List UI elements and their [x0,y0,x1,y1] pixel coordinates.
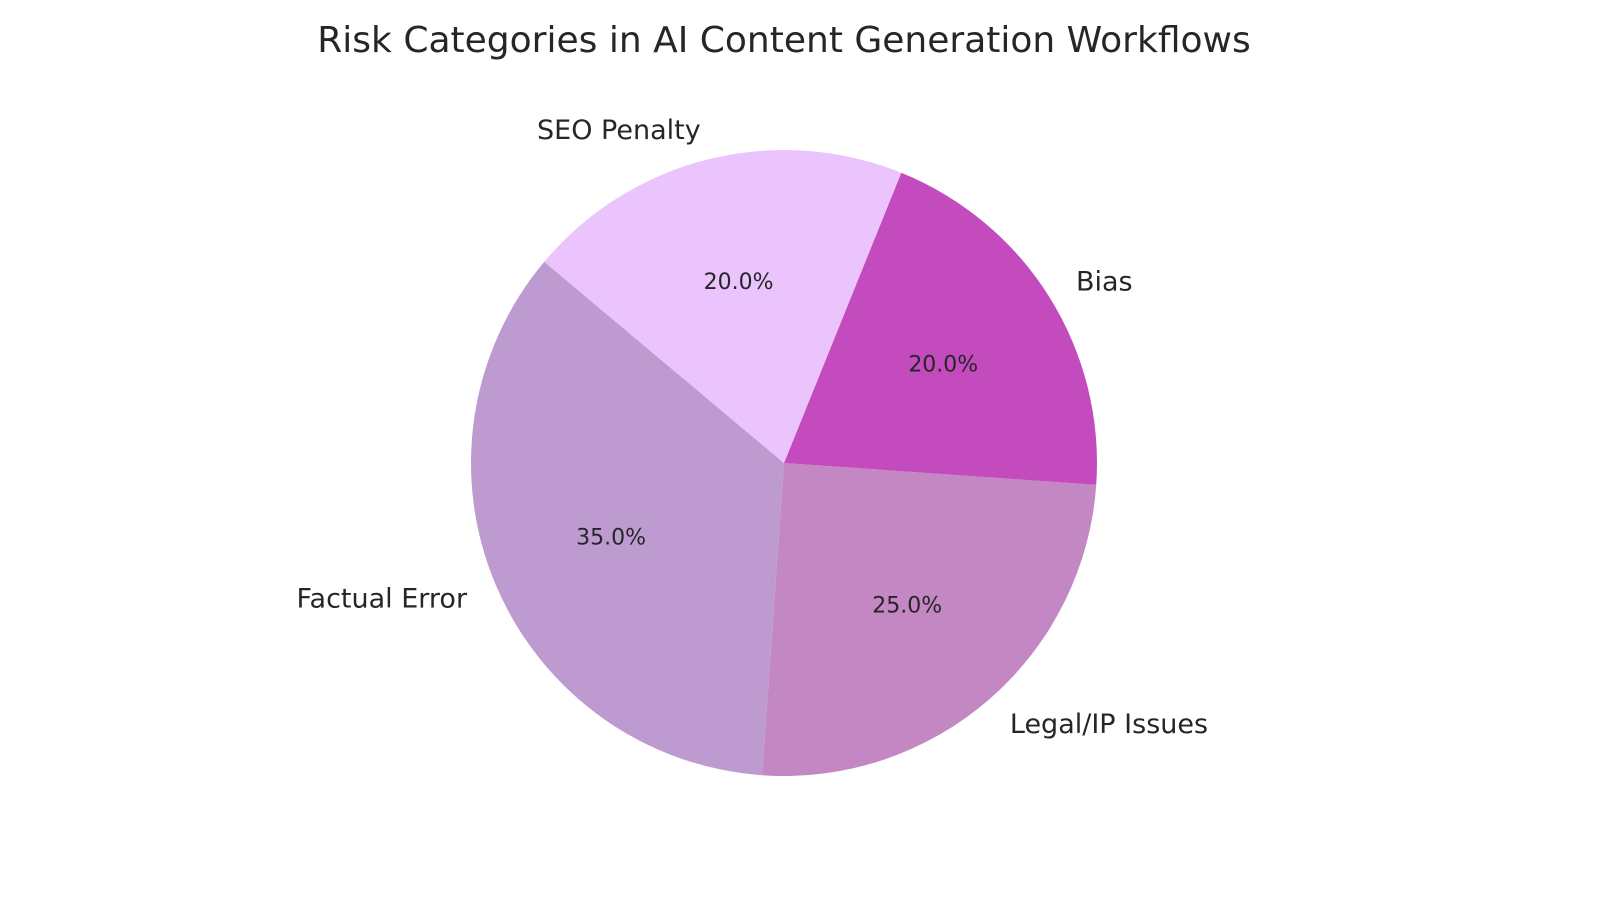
slice-category-label: Legal/IP Issues [1010,709,1208,740]
pie-slice-legal-ip-issues [762,463,1097,776]
slice-percent-label: 25.0% [872,594,942,619]
pie-slice-seo-penalty [544,150,902,463]
slice-category-label: Bias [1076,267,1133,298]
pie-slice-factual-error [470,261,784,776]
slice-category-label: Factual Error [296,584,467,615]
chart-title: Risk Categories in AI Content Generation… [317,20,1251,61]
slice-category-label: SEO Penalty [537,115,701,146]
slice-percent-label: 20.0% [704,270,774,295]
slice-percent-label: 35.0% [576,525,646,550]
pie-slice-bias [784,172,1097,485]
slice-percent-label: 20.0% [908,352,978,377]
